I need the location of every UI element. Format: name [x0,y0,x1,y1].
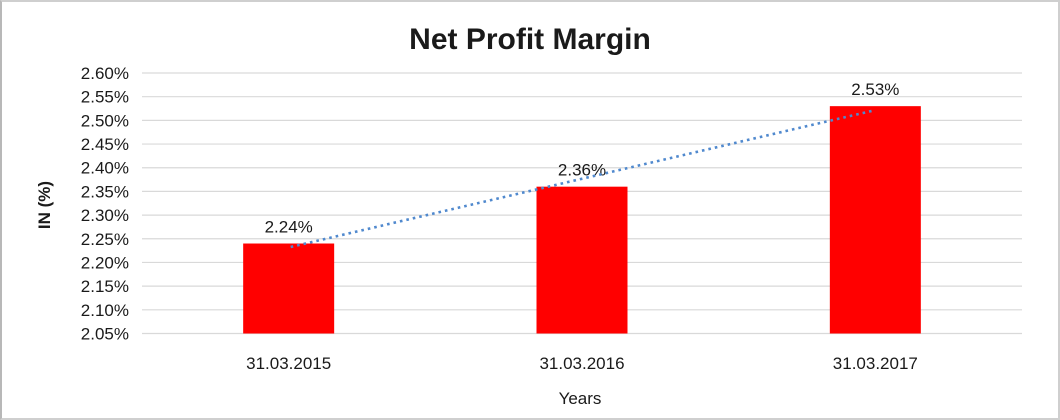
x-axis-title: Years [558,389,602,408]
bar-value-label: 2.36% [558,161,606,180]
y-tick-label: 2.05% [81,325,129,344]
y-tick-label: 2.55% [81,88,129,107]
bar-value-label: 2.53% [851,80,899,99]
y-tick-label: 2.25% [81,230,129,249]
bar [536,186,628,334]
y-tick-label: 2.20% [81,253,129,272]
y-tick-label: 2.15% [81,277,129,296]
y-tick-label: 2.35% [81,182,129,201]
y-tick-label: 2.45% [81,135,129,154]
trendline [290,109,873,249]
x-tick-label: 31.03.2017 [833,354,918,373]
y-tick-label: 2.60% [81,64,129,83]
y-tick-label: 2.40% [81,159,129,178]
bar [243,243,335,334]
x-tick-label: 31.03.2016 [539,354,624,373]
x-tick-label: 31.03.2015 [246,354,331,373]
bar-value-label: 2.24% [265,218,313,237]
bar [829,106,921,334]
chart-title: Net Profit Margin [409,23,651,56]
y-tick-label: 2.10% [81,301,129,320]
y-tick-label: 2.50% [81,111,129,130]
y-tick-label: 2.30% [81,206,129,225]
